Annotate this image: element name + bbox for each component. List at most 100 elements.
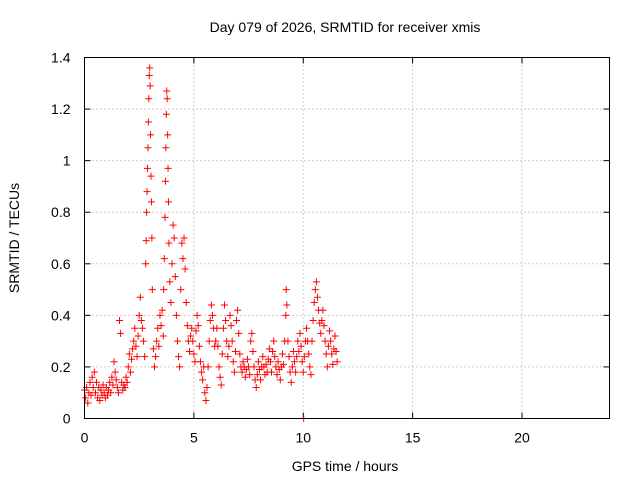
data-point bbox=[262, 360, 270, 368]
data-point bbox=[144, 164, 151, 172]
data-point bbox=[163, 87, 171, 95]
data-point bbox=[192, 327, 200, 335]
data-point bbox=[108, 373, 116, 381]
data-point bbox=[285, 353, 293, 361]
data-point bbox=[246, 371, 254, 379]
data-point bbox=[319, 306, 327, 314]
y-tick-label: 1.2 bbox=[51, 101, 71, 117]
data-point bbox=[162, 144, 170, 152]
data-point bbox=[333, 358, 341, 366]
data-point bbox=[254, 358, 262, 366]
data-point bbox=[146, 82, 154, 90]
data-point bbox=[178, 239, 186, 247]
data-point bbox=[144, 118, 152, 126]
data-point bbox=[253, 371, 261, 379]
axis-ticks: 0 5 10 15 20 0 0.2 0.4 0.6 0.8 1 1.2 1.4 bbox=[51, 50, 610, 446]
data-point bbox=[169, 221, 177, 229]
data-point bbox=[133, 353, 141, 361]
data-point bbox=[88, 373, 96, 381]
data-point bbox=[239, 358, 247, 366]
data-point bbox=[130, 337, 138, 345]
data-point bbox=[271, 353, 279, 361]
data-point bbox=[222, 317, 230, 325]
data-point bbox=[204, 363, 212, 371]
data-point bbox=[328, 350, 336, 358]
data-point bbox=[269, 347, 277, 355]
data-point bbox=[165, 198, 172, 206]
data-point bbox=[145, 95, 153, 103]
data-point bbox=[284, 337, 292, 345]
data-point bbox=[250, 363, 258, 371]
data-point bbox=[124, 363, 132, 371]
data-point bbox=[318, 317, 326, 325]
data-point bbox=[138, 324, 146, 332]
data-point bbox=[137, 317, 145, 325]
data-point bbox=[166, 278, 174, 286]
data-point bbox=[280, 360, 288, 368]
data-point bbox=[122, 373, 130, 381]
data-point bbox=[205, 337, 213, 345]
data-point bbox=[221, 301, 228, 309]
data-point bbox=[180, 234, 188, 242]
data-point bbox=[218, 350, 226, 358]
data-point bbox=[179, 255, 187, 263]
data-point bbox=[214, 342, 222, 350]
data-point bbox=[96, 396, 104, 404]
data-point bbox=[202, 396, 210, 404]
data-point bbox=[128, 355, 136, 363]
x-axis-label: GPS time / hours bbox=[292, 458, 399, 474]
data-point bbox=[84, 399, 92, 407]
data-point bbox=[247, 337, 255, 345]
data-point bbox=[146, 64, 154, 72]
x-tick-label: 10 bbox=[295, 430, 311, 446]
data-point bbox=[317, 329, 325, 337]
data-point bbox=[112, 376, 120, 384]
data-point bbox=[110, 358, 118, 366]
data-point bbox=[123, 378, 131, 386]
data-point bbox=[151, 363, 158, 371]
data-point bbox=[136, 293, 144, 301]
data-point bbox=[158, 306, 166, 314]
data-point bbox=[311, 286, 319, 294]
data-point bbox=[292, 368, 300, 376]
data-point bbox=[217, 381, 225, 389]
data-point bbox=[189, 337, 197, 345]
data-point bbox=[141, 353, 149, 361]
data-point bbox=[175, 353, 183, 361]
data-point bbox=[298, 358, 306, 366]
data-point bbox=[313, 293, 321, 301]
data-point bbox=[195, 342, 203, 350]
data-point bbox=[203, 384, 211, 392]
data-point bbox=[307, 371, 315, 379]
data-point bbox=[216, 373, 224, 381]
data-point bbox=[155, 342, 163, 350]
data-point bbox=[113, 384, 121, 392]
data-point bbox=[293, 353, 301, 361]
data-point bbox=[295, 347, 303, 355]
data-point bbox=[233, 317, 241, 325]
data-point bbox=[176, 363, 184, 371]
data-point bbox=[177, 286, 185, 294]
data-point bbox=[162, 110, 170, 118]
data-point bbox=[326, 327, 333, 335]
data-point bbox=[291, 358, 298, 366]
data-point bbox=[142, 237, 150, 245]
data-point bbox=[327, 337, 335, 345]
data-point bbox=[230, 368, 238, 376]
data-point bbox=[206, 317, 214, 325]
data-point bbox=[144, 144, 152, 152]
data-point bbox=[207, 301, 215, 309]
data-point bbox=[181, 265, 189, 273]
data-point bbox=[257, 376, 265, 384]
data-point bbox=[160, 255, 168, 263]
data-point bbox=[117, 329, 125, 337]
data-point bbox=[225, 342, 233, 350]
data-point bbox=[159, 332, 167, 340]
data-point bbox=[306, 363, 314, 371]
data-point bbox=[331, 332, 339, 340]
data-point bbox=[198, 368, 206, 376]
data-point bbox=[268, 368, 276, 376]
data-point bbox=[143, 188, 151, 196]
data-point bbox=[116, 317, 123, 325]
